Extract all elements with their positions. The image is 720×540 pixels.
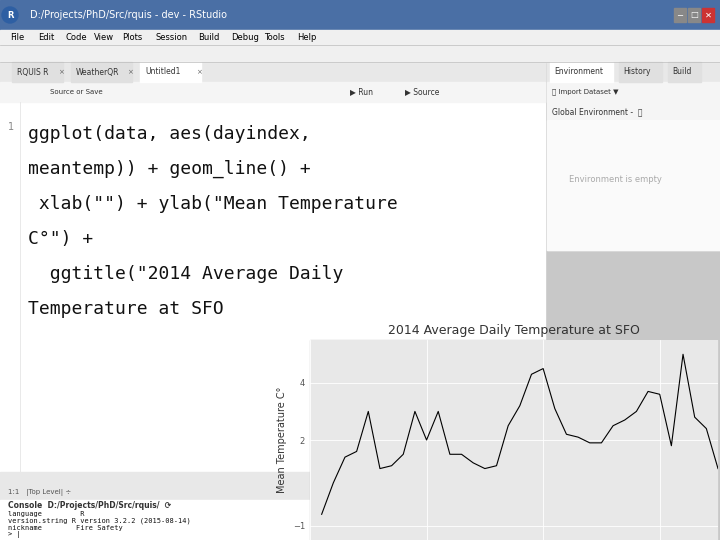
Bar [12, 62, 63, 82]
Text: Untitled1: Untitled1 [145, 68, 181, 77]
Text: ×: × [127, 69, 133, 75]
Bar [0, 45, 720, 62]
Text: 🔍 Import Dataset ▼: 🔍 Import Dataset ▼ [552, 89, 618, 95]
Text: R: R [6, 10, 13, 19]
Text: Environment is empty: Environment is empty [569, 176, 662, 185]
Bar [310, 340, 718, 540]
Bar [547, 62, 720, 82]
Circle shape [2, 7, 18, 23]
Text: version.string R version 3.2.2 (2015-08-14): version.string R version 3.2.2 (2015-08-… [8, 518, 191, 524]
Text: Tools: Tools [264, 33, 284, 43]
Text: Code: Code [66, 33, 88, 43]
Bar [0, 500, 545, 540]
Text: WeatherQR: WeatherQR [76, 68, 120, 77]
Bar [0, 82, 545, 102]
Text: ×: × [58, 69, 64, 75]
Text: ▶ Run: ▶ Run [350, 87, 373, 97]
Text: Source or Save: Source or Save [50, 89, 103, 95]
Title: 2014 Average Daily Temperature at SFO: 2014 Average Daily Temperature at SFO [388, 325, 640, 338]
Text: View: View [94, 33, 114, 43]
Bar [0, 486, 545, 500]
Bar [547, 82, 720, 102]
Bar [0, 62, 545, 500]
Text: Session: Session [155, 33, 187, 43]
Text: language         R: language R [8, 511, 84, 517]
Text: 1: 1 [8, 122, 14, 132]
Bar [674, 8, 686, 22]
Text: ×: × [196, 69, 202, 75]
Text: Environment: Environment [554, 68, 603, 77]
Bar [619, 62, 662, 82]
Text: ggplot(data, aes(dayindex,: ggplot(data, aes(dayindex, [28, 125, 311, 143]
Text: History: History [623, 68, 650, 77]
Text: RQUIS R: RQUIS R [17, 68, 48, 77]
Text: Console  D:/Projects/PhD/Src/rquis/  ⟳: Console D:/Projects/PhD/Src/rquis/ ⟳ [8, 501, 171, 510]
Text: Build: Build [198, 33, 220, 43]
Text: xlab("") + ylab("Mean Temperature: xlab("") + ylab("Mean Temperature [28, 195, 397, 213]
Bar [0, 472, 545, 486]
Bar [71, 62, 132, 82]
Text: ─: ─ [678, 10, 683, 19]
Text: Plots: Plots [122, 33, 143, 43]
Text: C°") +: C°") + [28, 230, 94, 248]
Bar [0, 62, 545, 82]
Bar [702, 8, 714, 22]
Text: □: □ [690, 10, 698, 19]
Text: Global Environment -  🔍: Global Environment - 🔍 [552, 107, 642, 117]
Text: 1:1   |Top Level| ÷: 1:1 |Top Level| ÷ [8, 489, 71, 496]
Bar [547, 62, 720, 250]
Text: meantemp)) + geom_line() +: meantemp)) + geom_line() + [28, 160, 311, 178]
Text: ggtitle("2014 Average Daily: ggtitle("2014 Average Daily [28, 265, 343, 283]
Text: Edit: Edit [38, 33, 54, 43]
Bar [0, 30, 720, 45]
Bar [140, 62, 201, 82]
Bar [688, 8, 700, 22]
Text: D:/Projects/PhD/Src/rquis - dev - RStudio: D:/Projects/PhD/Src/rquis - dev - RStudi… [30, 10, 227, 20]
Bar [547, 120, 720, 250]
Bar [0, 62, 720, 540]
Text: File: File [10, 33, 24, 43]
Text: Temperature at SFO: Temperature at SFO [28, 300, 224, 318]
Y-axis label: Mean Temperature C°: Mean Temperature C° [277, 387, 287, 493]
Bar [0, 0, 720, 30]
Text: ▶ Source: ▶ Source [405, 87, 439, 97]
Text: nickname        Fire Safety: nickname Fire Safety [8, 525, 122, 531]
Text: Debug: Debug [231, 33, 259, 43]
Text: > |: > | [8, 531, 21, 538]
Bar [668, 62, 701, 82]
Text: Help: Help [297, 33, 316, 43]
Bar [550, 62, 613, 82]
Text: Build: Build [672, 68, 691, 77]
Text: ✕: ✕ [704, 10, 711, 19]
